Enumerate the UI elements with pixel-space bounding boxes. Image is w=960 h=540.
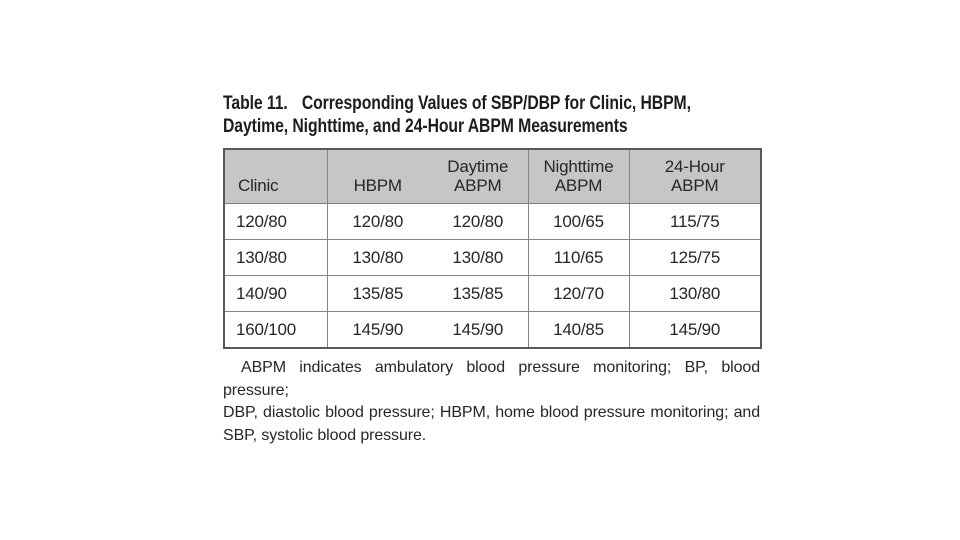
footnote-line: ABPM indicates ambulatory blood pressure… (223, 359, 760, 399)
bp-values-table: Clinic HBPM Daytime ABPM Nighttime ABPM … (223, 148, 762, 349)
table-cell: 160/100 (223, 311, 328, 349)
table-row: 120/80 120/80 120/80 100/65 115/75 (223, 203, 762, 240)
footnote-line: SBP, systolic blood pressure. (223, 426, 427, 444)
table-cell: 130/80 (428, 239, 529, 276)
table-cell: 140/85 (527, 311, 630, 349)
table-cell: 120/80 (223, 203, 328, 240)
table-row: 140/90 135/85 135/85 120/70 130/80 (223, 275, 762, 312)
header-cell-hbpm: HBPM (326, 148, 428, 204)
footnote-line: DBP, diastolic blood pressure; HBPM, hom… (223, 404, 760, 421)
header-cell-nighttime-abpm: Nighttime ABPM (527, 148, 630, 204)
table-cell: 125/75 (628, 239, 762, 276)
table-body: 120/80 120/80 120/80 100/65 115/75 130/8… (223, 203, 762, 349)
table-cell: 130/80 (326, 239, 428, 276)
table-cell: 130/80 (223, 239, 328, 276)
table-title: Table 11. Corresponding Values of SBP/DBP… (223, 92, 763, 138)
table-cell: 140/90 (223, 275, 328, 312)
table-row: 160/100 145/90 145/90 140/85 145/90 (223, 311, 762, 349)
table-cell: 110/65 (527, 239, 630, 276)
table-cell: 145/90 (326, 311, 428, 349)
table-cell: 120/80 (326, 203, 428, 240)
table-cell: 135/85 (428, 275, 529, 312)
table-cell: 115/75 (628, 203, 762, 240)
table-label: Table 11. (223, 93, 288, 114)
table-cell: 120/80 (428, 203, 529, 240)
header-cell-daytime-abpm: Daytime ABPM (428, 148, 529, 204)
table-header: Clinic HBPM Daytime ABPM Nighttime ABPM … (223, 148, 762, 204)
table-title-line1: Table 11. Corresponding Values of SBP/DBP… (223, 92, 763, 115)
table-cell: 120/70 (527, 275, 630, 312)
table-title-text: Corresponding Values of SBP/DBP for Clin… (301, 93, 691, 114)
table-cell: 100/65 (527, 203, 630, 240)
table-cell: 135/85 (326, 275, 428, 312)
table-cell: 130/80 (628, 275, 762, 312)
table-figure: Table 11. Corresponding Values of SBP/DBP… (223, 92, 762, 447)
table-footnote: ABPM indicates ambulatory blood pressure… (223, 357, 760, 447)
header-cell-clinic: Clinic (223, 148, 328, 204)
table-row: 130/80 130/80 130/80 110/65 125/75 (223, 239, 762, 276)
table-cell: 145/90 (428, 311, 529, 349)
table-cell: 145/90 (628, 311, 762, 349)
header-row: Clinic HBPM Daytime ABPM Nighttime ABPM … (223, 148, 762, 204)
header-cell-24hour-abpm: 24-Hour ABPM (628, 148, 762, 204)
table-title-line2: Daytime, Nighttime, and 24-Hour ABPM Mea… (223, 116, 628, 137)
